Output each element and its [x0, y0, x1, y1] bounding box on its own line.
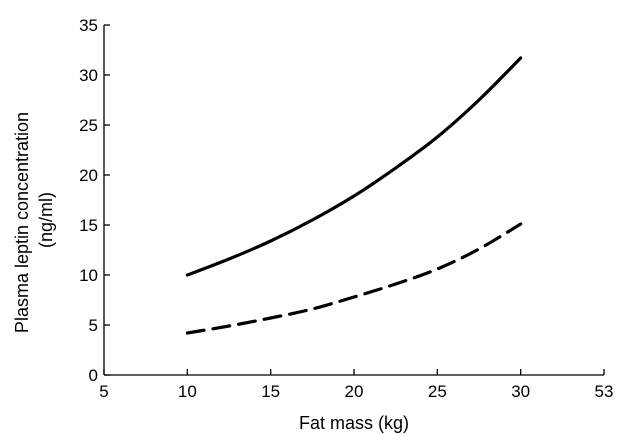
x-tick-label: 25: [428, 382, 447, 401]
x-tick-label: 20: [345, 382, 364, 401]
x-tick-label: 15: [261, 382, 280, 401]
x-ticks: 5 10 15 20 25 30 53: [99, 369, 613, 401]
y-ticks: 0 5 10 15 20 25 30 35: [79, 16, 110, 385]
x-tick-label: 10: [178, 382, 197, 401]
y-tick-label: 5: [89, 316, 98, 335]
series-layer: [185, 56, 523, 335]
y-tick-label: 0: [89, 366, 98, 385]
y-tick-label: 30: [79, 66, 98, 85]
x-tick-label: 30: [511, 382, 530, 401]
y-tick-label: 15: [79, 216, 98, 235]
y-axis-title-line-1: Plasma leptin concentration: [12, 112, 32, 333]
x-tick-label: 5: [99, 382, 108, 401]
y-axis-title-line-2: (ng/ml): [36, 192, 56, 248]
x-axis-title: Fat mass (kg): [299, 413, 409, 433]
solid-series-line: [185, 56, 523, 277]
y-tick-label: 35: [79, 16, 98, 35]
x-tick-label: 53: [595, 382, 614, 401]
axes: [103, 25, 604, 376]
y-tick-label: 20: [79, 166, 98, 185]
y-tick-label: 25: [79, 116, 98, 135]
y-tick-label: 10: [79, 266, 98, 285]
y-axis-title: Plasma leptin concentration (ng/ml): [12, 107, 56, 333]
dashed-series-line: [185, 222, 523, 335]
